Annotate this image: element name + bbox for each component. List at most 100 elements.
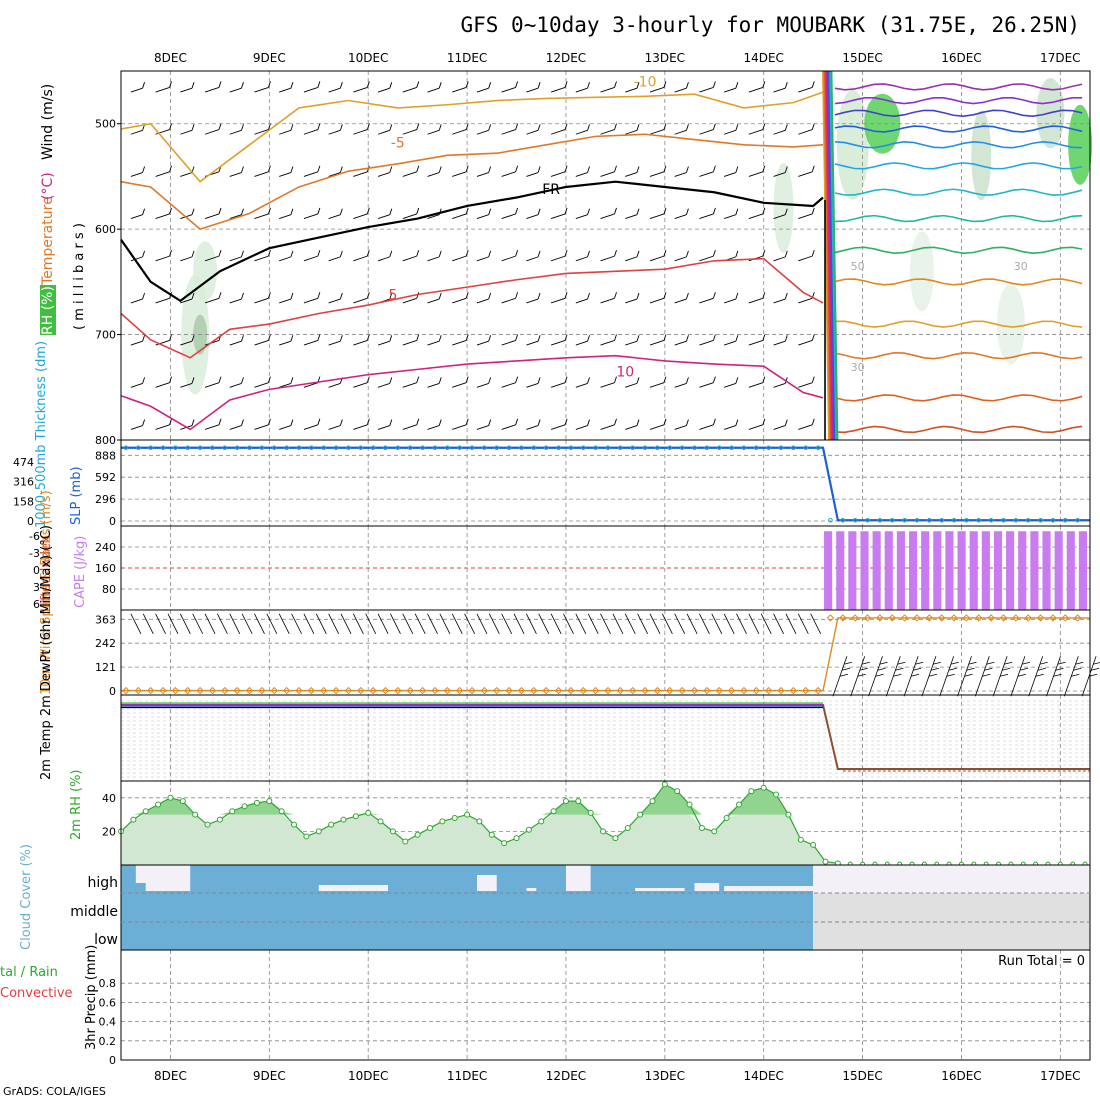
thickness-marker xyxy=(494,445,500,451)
rh2m-point xyxy=(686,801,693,808)
wind-barb xyxy=(600,213,615,220)
wind-barb-flag xyxy=(614,334,617,341)
thickness-marker xyxy=(309,445,314,451)
wind-barb-flag xyxy=(290,377,294,384)
wind-barb-flag xyxy=(564,334,568,341)
wind-barb-flag xyxy=(218,376,222,383)
precip-tick-label: 0.8 xyxy=(99,977,117,990)
rh2m-point xyxy=(389,828,396,835)
wind-barb-10m xyxy=(315,613,327,635)
wind-barb xyxy=(550,213,566,220)
wind-barb xyxy=(625,172,638,177)
precip-yticks: 0.8 0.6 0.4 0.2 0 xyxy=(99,977,117,1067)
cape-bar xyxy=(957,531,966,610)
wind-speed-marker xyxy=(530,686,538,695)
wind-speed-marker xyxy=(233,686,241,695)
wind-barb-flag xyxy=(389,335,393,342)
collapse-line xyxy=(830,70,839,441)
thickness-marker xyxy=(667,445,673,451)
wind-speed-marker xyxy=(975,614,983,622)
wind-barb xyxy=(476,129,489,135)
wind-speed-marker xyxy=(604,686,612,695)
wind-barb-flag xyxy=(614,376,617,383)
wind-barb xyxy=(303,424,319,430)
wind-barb xyxy=(204,213,220,220)
rh2m-series xyxy=(118,781,1088,867)
rh2m-point xyxy=(130,816,137,823)
x-tick-label-top: 12DEC xyxy=(546,51,586,65)
wind-speed-marker xyxy=(851,614,859,622)
li-tick-label: 3 xyxy=(33,581,40,594)
wind-barb-10m xyxy=(179,613,191,635)
wind-barb xyxy=(303,87,319,93)
wind-barb-flag xyxy=(268,207,271,215)
wind-speed-marker xyxy=(431,686,439,695)
wind-barb xyxy=(377,382,390,388)
wind-barb-10m xyxy=(340,613,352,635)
thickness-marker xyxy=(766,445,771,451)
wind-barb xyxy=(254,213,269,220)
wind-speed-marker xyxy=(554,686,563,695)
wind-barb-flag xyxy=(339,419,343,426)
wind10m-series xyxy=(121,613,1100,697)
wind-barb-flag xyxy=(735,208,739,215)
wind-barb xyxy=(699,171,714,177)
upper-air-frame xyxy=(120,70,1091,441)
wind-barb-flag xyxy=(142,419,146,426)
wind-barb-flag xyxy=(169,81,172,88)
wind-barb xyxy=(724,172,736,177)
wind-speed-marker xyxy=(752,686,760,695)
thickness-marker xyxy=(692,445,697,451)
temperature-label: Temperature xyxy=(40,196,56,286)
wind-barb-10m xyxy=(550,613,562,635)
collapse-line xyxy=(826,70,835,441)
wind-barb-flag xyxy=(784,124,788,131)
wind-barb-flag xyxy=(515,207,519,215)
thickness-marker xyxy=(136,445,141,451)
wind-barb xyxy=(130,129,143,135)
bottom-x-axis: 8DEC 9DEC 10DEC 11DEC 12DEC 13DEC 14DEC 15DEC 16… xyxy=(154,1069,1081,1083)
rh2m-point xyxy=(538,818,545,825)
rh2m-panel: 40 20 2m RH (%) xyxy=(69,769,1091,867)
x-tick-label-top: 14DEC xyxy=(743,51,783,65)
wind-barb xyxy=(377,340,390,346)
thickness-marker xyxy=(444,445,450,451)
cape-bar xyxy=(824,531,833,610)
wind-barb xyxy=(130,340,143,346)
wind-barb-10m xyxy=(501,613,513,635)
wind-barb-flag xyxy=(241,250,244,258)
wind-barb xyxy=(427,256,440,262)
wind-speed-marker xyxy=(876,614,884,622)
wind-barb-flag xyxy=(438,82,442,89)
thickness-marker xyxy=(519,445,524,451)
wind-speed-marker xyxy=(1061,614,1069,622)
wind-speed-marker xyxy=(777,686,785,695)
wind-barb-flag xyxy=(564,81,568,88)
wind-barb xyxy=(699,255,714,262)
slp-panel: 0 296 592 888 474 316 158 0 SLP (mb) 1000-500mb… xyxy=(13,341,1091,528)
wind-barb-flag xyxy=(389,292,393,300)
thickness-marker xyxy=(976,517,982,523)
thickness-marker xyxy=(580,445,586,451)
chart-title: GFS 0~10day 3-hourly for MOUBARK (31.75E… xyxy=(460,13,1080,37)
wind-barb xyxy=(649,129,665,135)
wind-barb-10m xyxy=(1063,656,1084,697)
rh2m-point xyxy=(377,818,384,825)
wind-barb xyxy=(476,172,489,177)
rh2m-point xyxy=(291,821,298,828)
contour-label: 10 xyxy=(616,364,634,380)
thickness-marker xyxy=(1075,517,1080,523)
wind-speed-marker xyxy=(184,686,192,695)
wind-speed-marker xyxy=(950,614,958,622)
wind-barb xyxy=(229,172,242,177)
wind-barb-10m xyxy=(797,613,809,635)
wind10m-ylabel: 10m Wind Speed & Barbs (m/s) xyxy=(39,490,54,695)
rh2m-point xyxy=(476,818,483,825)
wind-barb-10m xyxy=(402,613,414,635)
wind-barb xyxy=(773,256,786,262)
wind-barb xyxy=(748,340,763,346)
wind-speed-marker xyxy=(245,686,254,695)
wind-barb xyxy=(452,340,467,346)
cloud-gap xyxy=(476,875,497,891)
wind-label: Wind (m/s) xyxy=(40,84,56,160)
